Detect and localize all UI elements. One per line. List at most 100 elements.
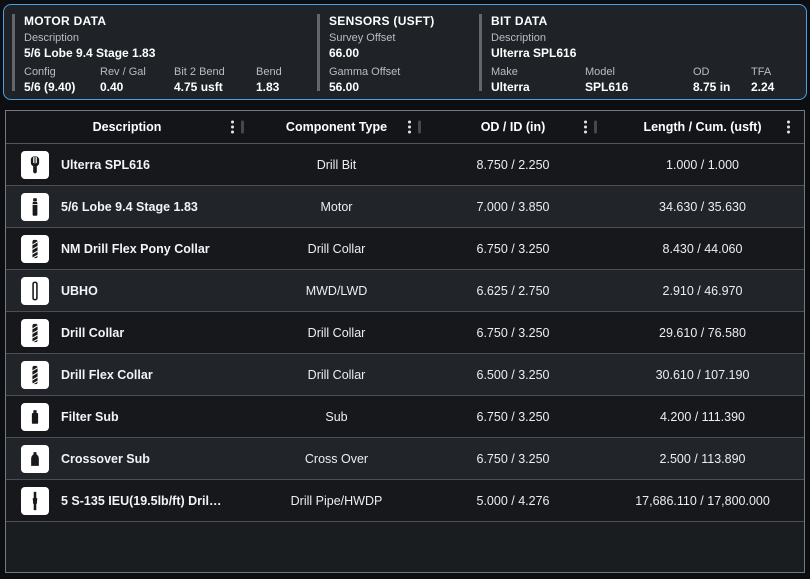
od-id-cell: 6.500 / 3.250 — [476, 367, 550, 382]
drill-collar-icon — [21, 318, 49, 347]
component-type-cell: Drill Collar — [307, 367, 366, 382]
length-cum-cell: 4.200 / 111.390 — [659, 409, 746, 424]
length-cum-cell: 2.500 / 113.890 — [659, 451, 746, 466]
drill-collar-icon — [21, 234, 49, 263]
component-description: Ulterra SPL616 — [61, 157, 150, 172]
sensors-section: SENSORS (USFT) Survey Offset 66.00 Gamma… — [317, 14, 479, 94]
motor-bend-label: Bend — [256, 66, 282, 79]
bit-model-value: SPL616 — [585, 80, 629, 95]
crossover-sub-icon — [21, 444, 49, 473]
bit-make-label: Make — [491, 66, 518, 79]
component-description: Crossover Sub — [61, 451, 150, 466]
column-header-od-id[interactable]: OD / ID (in) — [425, 111, 601, 143]
description-cell: Drill Collar — [6, 312, 248, 353]
table-row[interactable]: 5/6 Lobe 9.4 Stage 1.83 Motor 7.000 / 3.… — [6, 186, 804, 228]
od-id-cell: 6.625 / 2.750 — [476, 283, 550, 298]
column-resize-handle[interactable] — [594, 120, 597, 134]
bit-tfa-value: 2.24 — [751, 80, 775, 95]
column-header-description[interactable]: Description — [6, 111, 248, 143]
bit-description-value: Ulterra SPL616 — [491, 45, 577, 60]
column-menu-icon[interactable] — [582, 119, 589, 136]
description-cell: NM Drill Flex Pony Collar — [6, 228, 248, 269]
column-resize-handle[interactable] — [241, 120, 244, 134]
motor-bit2bend-value: 4.75 usft — [174, 80, 223, 95]
survey-offset-value: 66.00 — [329, 45, 360, 60]
motor-bend-value: 1.83 — [256, 80, 280, 95]
component-type-cell: Drill Collar — [307, 241, 366, 256]
bit-data-title: BIT DATA — [491, 14, 548, 28]
table-row[interactable]: Crossover Sub Cross Over 6.750 / 3.250 2… — [6, 438, 804, 480]
column-menu-icon[interactable] — [229, 119, 236, 136]
table-row[interactable]: UBHO MWD/LWD 6.625 / 2.750 2.910 / 46.97… — [6, 270, 804, 312]
bit-model-label: Model — [585, 66, 615, 79]
description-cell: Drill Flex Collar — [6, 354, 248, 395]
bit-data-section: BIT DATA Description Ulterra SPL616 Make… — [479, 14, 794, 94]
column-header-component-type[interactable]: Component Type — [248, 111, 425, 143]
sub-icon — [21, 402, 49, 431]
table-empty-area — [6, 522, 804, 572]
od-id-cell: 6.750 / 3.250 — [476, 325, 550, 340]
column-header-label: Component Type — [285, 120, 388, 134]
component-type-cell: Cross Over — [304, 451, 369, 466]
length-cum-cell: 17,686.110 / 17,800.000 — [635, 493, 770, 508]
description-cell: 5/6 Lobe 9.4 Stage 1.83 — [6, 186, 248, 227]
motor-description-value: 5/6 Lobe 9.4 Stage 1.83 — [24, 45, 156, 60]
motor-revgal-value: 0.40 — [100, 80, 124, 95]
motor-bit2bend-label: Bit 2 Bend — [174, 66, 225, 79]
length-cum-cell: 30.610 / 107.190 — [655, 367, 750, 382]
component-type-cell: Drill Collar — [307, 325, 366, 340]
od-id-cell: 6.750 / 3.250 — [476, 451, 550, 466]
length-cum-cell: 1.000 / 1.000 — [666, 157, 739, 172]
column-header-label: Length / Cum. (usft) — [643, 120, 762, 134]
description-cell: 5 S-135 IEU(19.5lb/ft) Dril… — [6, 480, 248, 521]
bit-make-value: Ulterra — [491, 80, 530, 95]
motor-description-label: Description — [24, 32, 80, 44]
component-type-cell: Motor — [320, 199, 353, 214]
length-cum-cell: 34.630 / 35.630 — [659, 199, 746, 214]
component-type-cell: Sub — [325, 409, 348, 424]
component-type-cell: Drill Pipe/HWDP — [290, 493, 383, 508]
table-row[interactable]: 5 S-135 IEU(19.5lb/ft) Dril… Drill Pipe/… — [6, 480, 804, 522]
length-cum-cell: 2.910 / 46.970 — [662, 283, 743, 298]
od-id-cell: 5.000 / 4.276 — [476, 493, 550, 508]
motor-config-value: 5/6 (9.40) — [24, 80, 76, 95]
sensors-title: SENSORS (USFT) — [329, 14, 435, 28]
table-row[interactable]: Filter Sub Sub 6.750 / 3.250 4.200 / 111… — [6, 396, 804, 438]
drill-collar-icon — [21, 360, 49, 389]
bit-description-label: Description — [491, 32, 547, 44]
table-header-row: Description Component Type OD / ID (in) … — [6, 111, 804, 144]
motor-revgal-label: Rev / Gal — [100, 66, 146, 79]
length-cum-cell: 29.610 / 76.580 — [659, 325, 746, 340]
column-menu-icon[interactable] — [406, 119, 413, 136]
component-description: Filter Sub — [61, 409, 119, 424]
column-header-label: OD / ID (in) — [480, 120, 546, 134]
bit-tfa-label: TFA — [751, 66, 772, 79]
table-row[interactable]: Drill Flex Collar Drill Collar 6.500 / 3… — [6, 354, 804, 396]
column-header-length-cum[interactable]: Length / Cum. (usft) — [601, 111, 804, 143]
table-row[interactable]: NM Drill Flex Pony Collar Drill Collar 6… — [6, 228, 804, 270]
component-type-cell: MWD/LWD — [305, 283, 368, 298]
gamma-offset-value: 56.00 — [329, 80, 360, 95]
component-type-cell: Drill Bit — [316, 157, 357, 172]
column-resize-handle[interactable] — [418, 120, 421, 134]
table-row[interactable]: Ulterra SPL616 Drill Bit 8.750 / 2.250 1… — [6, 144, 804, 186]
component-description: NM Drill Flex Pony Collar — [61, 241, 210, 256]
bit-od-label: OD — [693, 66, 710, 79]
component-description: 5 S-135 IEU(19.5lb/ft) Dril… — [61, 493, 222, 508]
survey-offset-label: Survey Offset — [329, 32, 396, 44]
component-description: Drill Collar — [61, 325, 125, 340]
column-menu-icon[interactable] — [785, 119, 792, 136]
ubho-icon — [21, 276, 49, 305]
od-id-cell: 6.750 / 3.250 — [476, 409, 550, 424]
od-id-cell: 7.000 / 3.850 — [476, 199, 550, 214]
component-description: UBHO — [61, 283, 98, 298]
description-cell: Ulterra SPL616 — [6, 144, 248, 185]
bha-summary-panel: MOTOR DATA Description 5/6 Lobe 9.4 Stag… — [3, 4, 807, 100]
component-description: 5/6 Lobe 9.4 Stage 1.83 — [61, 199, 198, 214]
bha-components-table: Description Component Type OD / ID (in) … — [5, 110, 805, 573]
table-row[interactable]: Drill Collar Drill Collar 6.750 / 3.250 … — [6, 312, 804, 354]
motor-config-label: Config — [24, 66, 56, 79]
column-header-label: Description — [92, 120, 162, 134]
length-cum-cell: 8.430 / 44.060 — [662, 241, 743, 256]
od-id-cell: 8.750 / 2.250 — [476, 157, 550, 172]
